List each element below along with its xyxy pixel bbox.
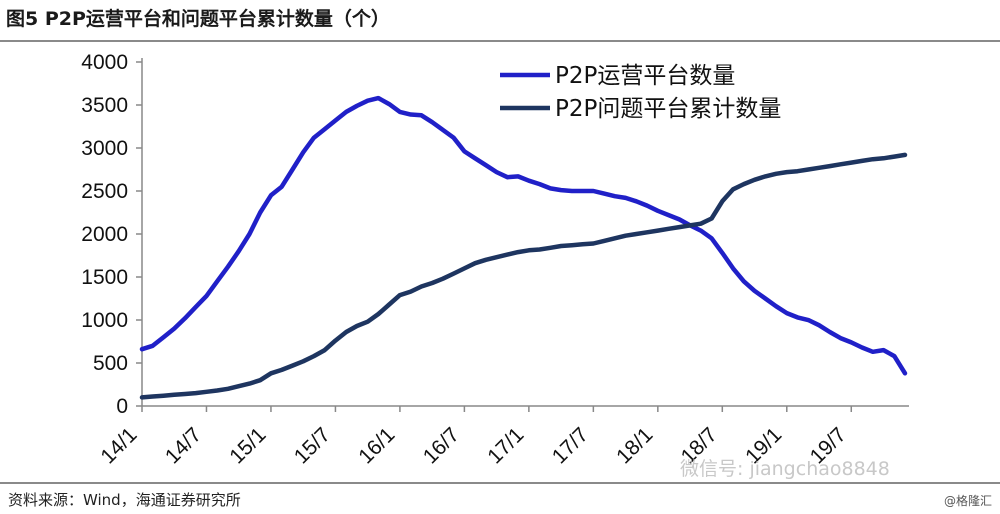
source-note: 资料来源：Wind，海通证券研究所 <box>8 491 241 509</box>
y-tick-label: 1000 <box>81 309 128 332</box>
legend-label: P2P运营平台数量 <box>555 63 735 89</box>
top-rule <box>0 40 1000 42</box>
y-tick-label: 3000 <box>81 137 128 160</box>
y-tick-label: 4000 <box>81 51 128 74</box>
wechat-watermark: 微信号: jiangchao8848 <box>680 458 890 480</box>
x-tick-label: 17/1 <box>483 423 528 468</box>
x-tick-label: 16/1 <box>354 423 399 468</box>
series-lines <box>139 95 908 400</box>
y-tick-label: 2000 <box>81 223 128 246</box>
x-tick-label: 14/1 <box>96 423 141 468</box>
y-tick-label: 0 <box>116 395 128 418</box>
x-tick-label: 16/7 <box>419 423 464 468</box>
x-tick-label: 15/7 <box>290 423 335 468</box>
chart-title: 图5 P2P运营平台和问题平台累计数量（个） <box>6 8 390 30</box>
x-tick-label: 15/1 <box>225 423 270 468</box>
legend-label: P2P问题平台累计数量 <box>555 96 781 122</box>
legend: P2P运营平台数量 P2P问题平台累计数量 <box>500 63 781 122</box>
problem-platforms-line <box>139 152 908 400</box>
bottom-rule <box>0 482 1000 484</box>
operating-platforms-line <box>139 95 908 376</box>
y-tick-label: 3500 <box>81 94 128 117</box>
y-tick-label: 1500 <box>81 266 128 289</box>
x-tick-label: 18/1 <box>612 423 657 468</box>
y-tick-label: 2500 <box>81 180 128 203</box>
y-tick-label: 500 <box>93 352 128 375</box>
x-tick-label: 14/7 <box>161 423 206 468</box>
credit-note: @格隆汇 <box>943 494 992 508</box>
x-tick-label: 17/7 <box>548 423 593 468</box>
